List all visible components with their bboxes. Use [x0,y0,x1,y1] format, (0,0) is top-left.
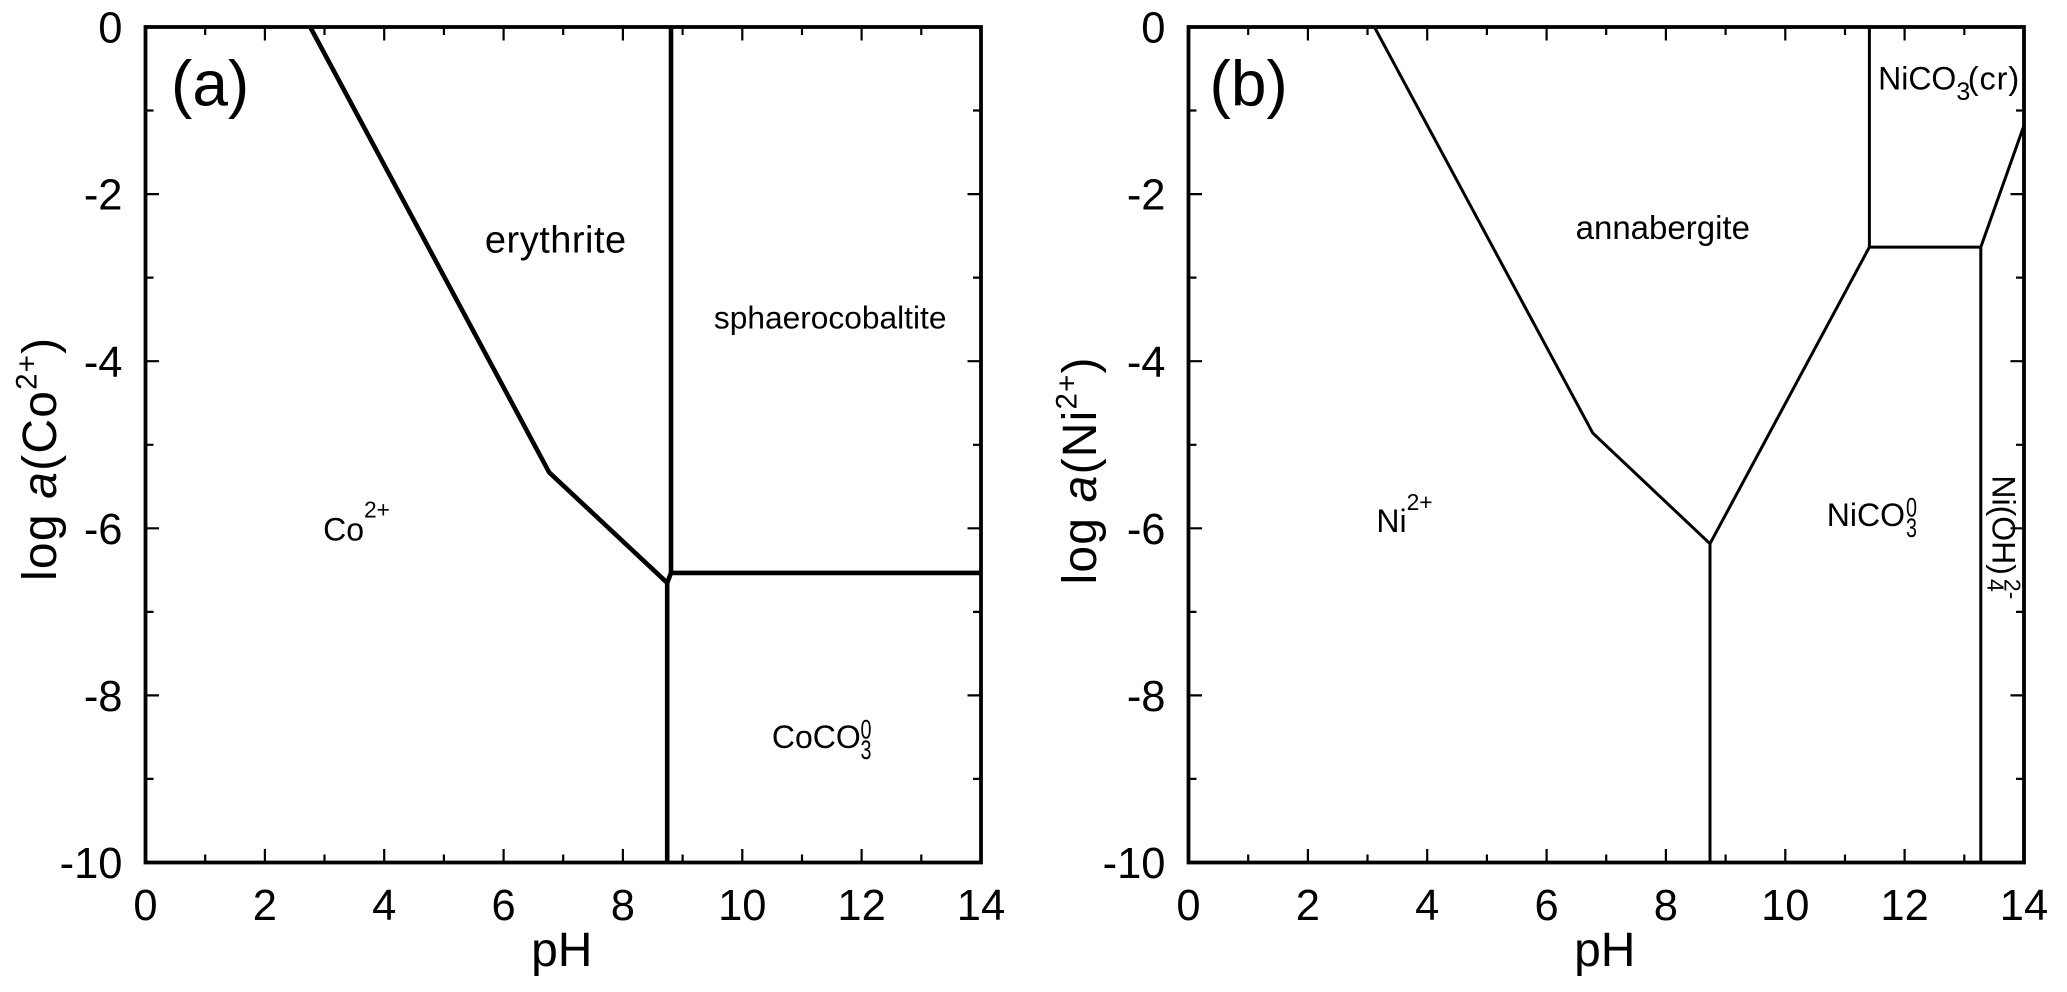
svg-text:-8: -8 [84,673,123,721]
svg-text:sphaerocobaltite: sphaerocobaltite [714,299,947,335]
svg-text:3: 3 [861,735,872,765]
svg-text:-10: -10 [60,840,123,888]
svg-text:6: 6 [1534,882,1558,930]
svg-text:-2: -2 [84,172,123,220]
svg-text:(b): (b) [1210,47,1288,119]
svg-text:14: 14 [957,882,1005,930]
svg-text:0: 0 [861,714,872,744]
svg-text:0: 0 [133,882,157,930]
svg-text:-10: -10 [1103,840,1166,888]
svg-text:0: 0 [1906,492,1917,522]
svg-text:CoCO: CoCO [772,719,861,755]
svg-text:0: 0 [98,5,122,53]
svg-text:pH: pH [531,924,592,977]
svg-text:12: 12 [837,882,885,930]
svg-text:(a): (a) [171,47,249,119]
svg-text:-6: -6 [84,506,123,554]
svg-text:2: 2 [1296,882,1320,930]
svg-text:12: 12 [1880,882,1928,930]
svg-text:erythrite: erythrite [485,220,627,262]
svg-text:NiCO: NiCO [1827,497,1905,533]
svg-text:-4: -4 [84,339,123,387]
svg-text:8: 8 [611,882,635,930]
svg-text:4: 4 [1415,882,1439,930]
svg-text:0: 0 [1176,882,1200,930]
svg-text:10: 10 [1761,882,1809,930]
svg-text:annabergite: annabergite [1576,209,1750,246]
svg-text:-6: -6 [1127,506,1166,554]
svg-text:pH: pH [1574,924,1635,977]
svg-text:-8: -8 [1127,673,1166,721]
svg-text:4: 4 [372,882,396,930]
svg-text:2: 2 [253,882,277,930]
svg-text:10: 10 [718,882,766,930]
svg-text:0: 0 [1141,5,1165,53]
svg-text:log a(Co2+): log a(Co2+) [11,337,68,581]
svg-text:14: 14 [2000,882,2048,930]
svg-text:-4: -4 [1127,339,1166,387]
svg-text:Ni(OH)2-4: Ni(OH)2-4 [1983,475,2026,599]
svg-text:-2: -2 [1127,172,1166,220]
svg-text:8: 8 [1654,882,1678,930]
svg-text:3: 3 [1906,513,1917,543]
svg-text:6: 6 [491,882,515,930]
